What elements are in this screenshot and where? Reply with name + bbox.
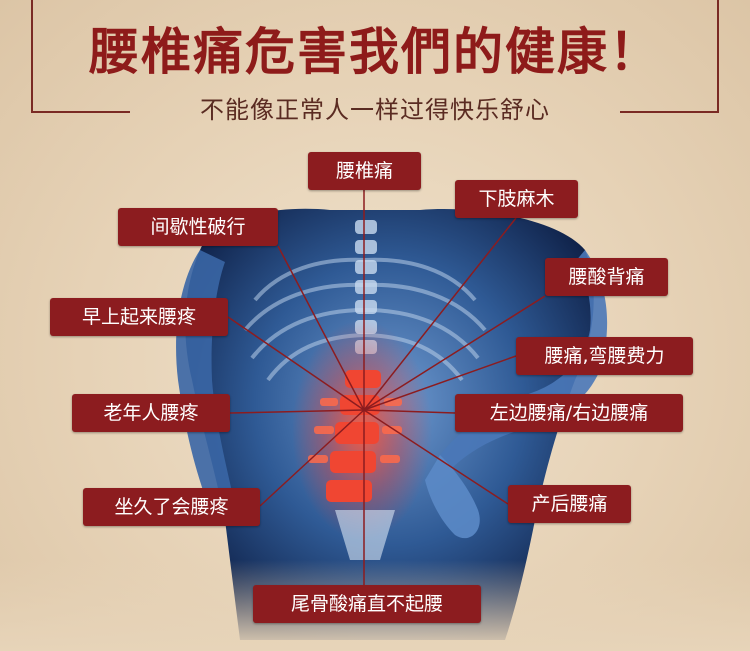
frame-line-left	[31, 0, 33, 112]
hand-shape	[425, 455, 480, 539]
label-bending-difficulty: 腰痛,弯腰费力	[516, 337, 693, 375]
subtitle-rule-left	[31, 111, 130, 113]
label-elderly-back-pain: 老年人腰疼	[72, 394, 230, 432]
frame-line-right	[717, 0, 719, 112]
label-left-right-back-pain: 左边腰痛/右边腰痛	[455, 394, 683, 432]
page-subtitle: 不能像正常人一样过得快乐舒心	[200, 96, 550, 124]
label-back-soreness: 腰酸背痛	[545, 258, 668, 296]
leader-lines	[227, 190, 546, 585]
label-lumbar-pain: 腰椎痛	[308, 152, 421, 190]
label-morning-back-pain: 早上起来腰疼	[50, 298, 228, 336]
page-title: 腰椎痛危害我們的健康！	[89, 22, 661, 81]
label-postpartum-back-pain: 产后腰痛	[508, 485, 631, 523]
label-intermittent-claudication: 间歇性破行	[118, 208, 278, 246]
subtitle-rule-right	[620, 111, 719, 113]
sacrum	[335, 510, 395, 560]
label-sitting-back-pain: 坐久了会腰疼	[83, 488, 260, 526]
label-limb-numbness: 下肢麻木	[455, 180, 578, 218]
label-tailbone-pain: 尾骨酸痛直不起腰	[253, 585, 481, 623]
